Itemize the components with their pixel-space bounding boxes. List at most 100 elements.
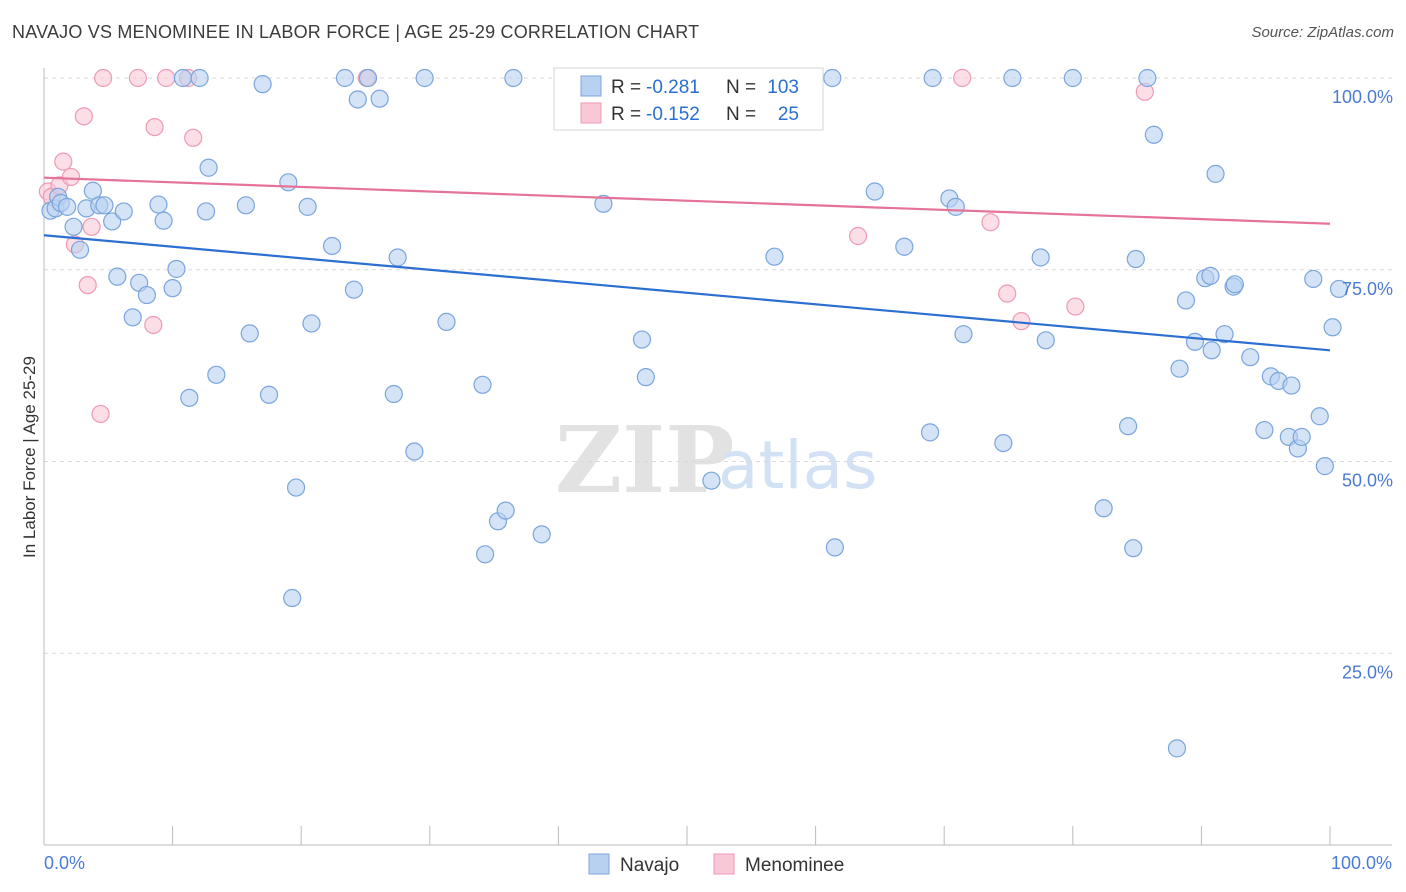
navajo-point-83 — [1185, 332, 1205, 351]
navajo-point-25 — [199, 158, 218, 177]
menominee-point-3 — [54, 152, 73, 171]
navajo-point-34 — [298, 197, 317, 216]
navajo-point-46 — [437, 312, 456, 332]
navajo-point-53 — [594, 194, 613, 213]
navajo-point-100 — [1310, 407, 1329, 426]
navajo-point-14 — [123, 308, 142, 327]
menominee-point-10 — [94, 68, 113, 88]
navajo-point-101 — [1315, 457, 1334, 476]
navajo-point-64 — [920, 423, 940, 442]
navajo-point-71 — [1031, 248, 1050, 267]
navajo-point-4 — [58, 197, 77, 216]
navajo-point-91 — [1241, 348, 1260, 367]
navajo-point-103 — [1329, 279, 1349, 299]
navajo-point-40 — [358, 68, 378, 88]
menominee-point-6 — [74, 107, 93, 126]
navajo-point-27 — [236, 196, 256, 215]
navajo-point-61 — [825, 538, 844, 557]
menominee-point-23 — [1066, 297, 1085, 316]
navajo-point-99 — [1304, 269, 1323, 289]
watermark-atlas: atlas — [718, 427, 878, 504]
legend-r-value-navajo: -0.281 — [646, 77, 700, 98]
navajo-point-16 — [137, 285, 156, 305]
navajo-point-88 — [1215, 325, 1234, 344]
menominee-point-9 — [91, 404, 110, 424]
navajo-point-20 — [167, 259, 186, 279]
navajo-point-29 — [253, 75, 272, 94]
navajo-point-70 — [1003, 68, 1022, 88]
gridlines — [44, 77, 1392, 654]
navajo-point-37 — [335, 68, 355, 88]
navajo-point-26 — [207, 365, 226, 384]
navajo-point-74 — [1094, 499, 1113, 518]
navajo-point-79 — [1144, 125, 1163, 144]
menominee-point-21 — [998, 284, 1017, 303]
navajo-point-11 — [103, 212, 122, 231]
navajo-point-65 — [923, 68, 942, 88]
navajo-point-98 — [1292, 427, 1311, 447]
y-axis-label: In Labor Force | Age 25-29 — [20, 356, 39, 558]
y-tick-label-1: 75.0% — [1342, 279, 1393, 299]
legend-r-label-navajo: R = — [611, 77, 641, 98]
menominee-point-4 — [61, 167, 81, 187]
navajo-trend-line — [43, 234, 1331, 352]
navajo-point-56 — [636, 368, 655, 387]
navajo-point-18 — [154, 211, 173, 230]
menominee-point-18 — [848, 226, 868, 246]
navajo-point-58 — [765, 247, 784, 266]
navajo-point-33 — [286, 478, 306, 497]
navajo-point-57 — [702, 471, 721, 490]
menominee-point-11 — [128, 68, 147, 88]
y-tick-label-2: 50.0% — [1342, 471, 1393, 491]
navajo-point-85 — [1201, 266, 1220, 285]
legend-r-value-menominee: -0.152 — [646, 104, 700, 125]
menominee-point-20 — [981, 213, 1000, 232]
menominee-point-19 — [953, 68, 972, 88]
navajo-point-50 — [496, 501, 515, 520]
navajo-point-48 — [475, 545, 495, 564]
menominee-points — [38, 68, 1154, 424]
navajo-point-41 — [370, 89, 389, 108]
navajo-point-6 — [70, 240, 90, 259]
navajo-point-36 — [322, 236, 342, 256]
navajo-point-47 — [473, 375, 492, 394]
source-credit: Source: ZipAtlas.com — [1251, 24, 1394, 41]
navajo-point-68 — [954, 325, 973, 344]
legend-bottom-label-menominee: Menominee — [745, 855, 844, 876]
navajo-point-39 — [348, 90, 367, 109]
watermark-zip: ZIP — [555, 406, 734, 514]
navajo-point-12 — [114, 202, 133, 221]
navajo-point-82 — [1176, 291, 1196, 310]
menominee-point-7 — [78, 275, 97, 295]
x-tick-label-max: 100.0% — [1331, 853, 1392, 873]
trend-lines — [43, 176, 1331, 352]
navajo-point-63 — [895, 237, 914, 256]
legend-bottom-swatch-navajo — [588, 853, 610, 875]
axes — [43, 68, 1392, 846]
navajo-point-51 — [504, 68, 523, 88]
navajo-point-73 — [1063, 68, 1082, 88]
navajo-point-42 — [384, 384, 403, 404]
navajo-point-13 — [108, 267, 127, 286]
navajo-point-92 — [1255, 420, 1274, 440]
legend-n-label-navajo: N = — [726, 77, 756, 98]
legend-swatch-menominee — [580, 102, 602, 124]
menominee-point-16 — [184, 128, 203, 147]
series-legend: Navajo Menominee — [588, 853, 844, 876]
navajo-point-31 — [279, 173, 298, 192]
navajo-point-77 — [1126, 249, 1145, 269]
menominee-trend-line — [43, 176, 1331, 225]
navajo-point-17 — [149, 195, 168, 214]
navajo-point-60 — [823, 68, 842, 88]
legend-n-value-navajo: 103 — [767, 77, 799, 98]
y-tick-label-0: 100.0% — [1332, 87, 1393, 107]
legend-swatch-navajo — [580, 75, 602, 97]
navajo-point-55 — [632, 330, 652, 349]
navajo-point-76 — [1124, 539, 1143, 558]
navajo-point-67 — [946, 197, 965, 216]
navajo-point-80 — [1167, 739, 1187, 758]
correlation-legend: R = -0.281 N = 103 R = -0.152 N = 25 — [553, 67, 824, 131]
navajo-point-21 — [173, 68, 192, 88]
navajo-point-23 — [190, 68, 209, 88]
